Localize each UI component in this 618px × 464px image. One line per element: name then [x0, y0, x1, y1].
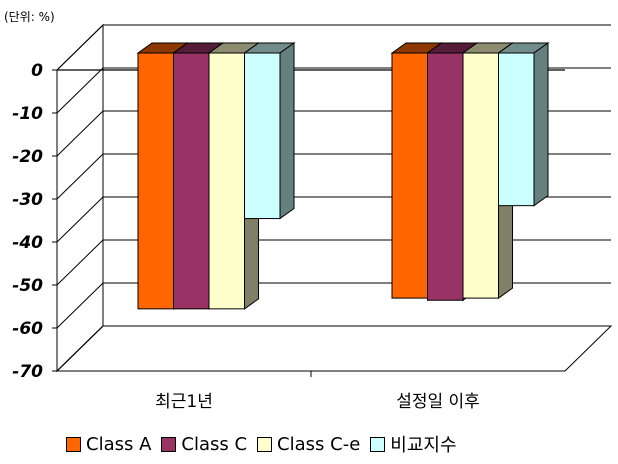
bar-front — [462, 52, 499, 299]
legend-swatch — [370, 436, 386, 452]
gridline-side — [56, 282, 104, 329]
y-tick-label: -40 — [12, 233, 43, 253]
bar-0-3 — [242, 42, 296, 220]
gridline-side — [56, 24, 104, 71]
legend-item: Class C-e — [257, 431, 360, 457]
legend-label: 비교지수 — [390, 435, 457, 456]
side-wall — [56, 23, 104, 373]
gridline-side — [56, 325, 104, 372]
legend-item: Class A — [66, 431, 151, 457]
bar-side — [279, 42, 295, 220]
y-tick-label: -10 — [12, 104, 43, 124]
legend-swatch — [66, 436, 81, 452]
bar-front — [391, 52, 428, 299]
floor — [55, 325, 613, 372]
chart-bars — [136, 42, 550, 310]
y-tick-label: -70 — [12, 362, 43, 382]
bar-front — [173, 52, 210, 310]
unit-note: (단위: %) — [4, 10, 55, 24]
legend-swatch — [161, 436, 177, 452]
gridline-side — [56, 153, 104, 200]
x-axis-labels: 최근1년 설정일 이후 — [155, 371, 480, 412]
gridline-side — [56, 239, 104, 286]
y-tick-label: 0 — [31, 61, 43, 81]
x-category-label: 최근1년 — [155, 392, 213, 412]
bar-front — [137, 52, 174, 310]
y-axis-ticks: 0 -10 -20 -30 -40 -50 -60 -70 — [12, 61, 43, 382]
gridline-side — [56, 110, 104, 157]
legend-label: Class A — [86, 433, 152, 455]
legend-label: Class C — [181, 433, 248, 455]
y-tick-label: -30 — [12, 190, 43, 210]
y-tick-label: -50 — [12, 276, 43, 296]
bar-front — [427, 52, 464, 301]
bar-side — [533, 42, 549, 207]
legend-item: 비교지수 — [370, 431, 457, 457]
bar-front — [244, 52, 281, 220]
x-category-label: 설정일 이후 — [396, 392, 480, 412]
gridline-side — [56, 67, 104, 114]
gridline-side — [56, 196, 104, 243]
bar-front — [498, 52, 535, 207]
bar-front — [208, 52, 245, 310]
y-tick-label: -20 — [12, 147, 43, 167]
legend-item: Class C — [161, 431, 247, 457]
bar-chart: 0 -10 -20 -30 -40 -50 -60 -70 최근1년 설정일 이후 — [12, 23, 613, 412]
bar-1-3 — [496, 42, 550, 207]
legend: Class A Class C Class C-e 비교지수 — [66, 431, 457, 457]
y-tick-label: -60 — [12, 319, 43, 339]
legend-swatch — [257, 436, 273, 452]
legend-label: Class C-e — [277, 433, 361, 455]
